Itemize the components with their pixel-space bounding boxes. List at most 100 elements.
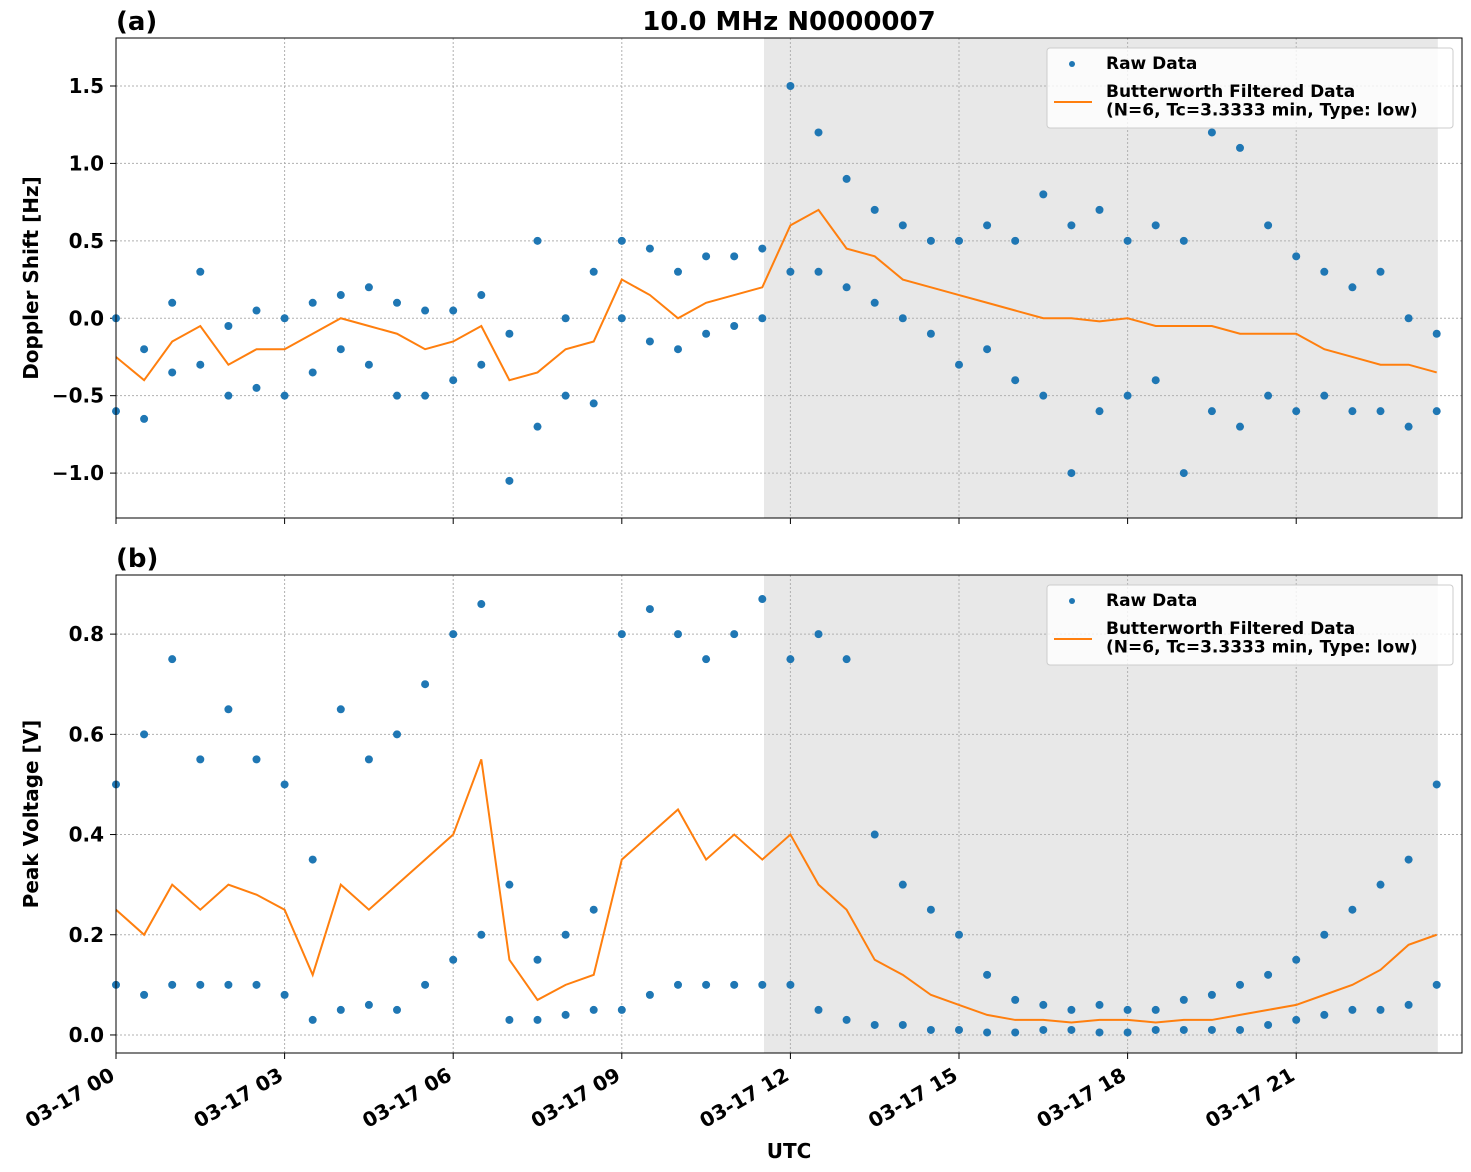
raw-point (1376, 267, 1385, 276)
x-tick-label: 03-17 21 (1201, 1063, 1299, 1133)
raw-point (955, 236, 964, 245)
raw-point (926, 1025, 935, 1034)
raw-point (674, 345, 683, 354)
raw-point (1236, 1025, 1245, 1034)
y-tick-label: 0.4 (69, 823, 104, 847)
raw-point (168, 655, 177, 664)
raw-point (758, 595, 767, 604)
raw-point (505, 880, 514, 889)
raw-point (449, 630, 458, 639)
raw-point (1151, 221, 1160, 230)
raw-point (1376, 407, 1385, 416)
panel-label: (a) (116, 7, 157, 37)
raw-point (393, 1005, 402, 1014)
raw-point (224, 705, 233, 714)
raw-point (702, 252, 711, 261)
raw-point (252, 306, 261, 315)
raw-point (280, 990, 289, 999)
raw-point (364, 283, 373, 292)
legend-label: Butterworth Filtered Data (N=6, Tc=3.3333… (1106, 82, 1418, 121)
raw-point (1151, 376, 1160, 385)
raw-point (1039, 1000, 1048, 1009)
raw-point (1095, 205, 1104, 214)
raw-point (1207, 990, 1216, 999)
y-tick-label: 0.2 (69, 923, 104, 947)
raw-point (1348, 905, 1357, 914)
raw-point (1404, 314, 1413, 323)
x-tick-label: 03-17 06 (358, 1063, 456, 1133)
raw-point (449, 306, 458, 315)
raw-point (1151, 1005, 1160, 1014)
filtered-line (115, 208, 1437, 382)
raw-point (842, 1015, 851, 1024)
raw-point (561, 391, 570, 400)
raw-point (1348, 1005, 1357, 1014)
raw-point (589, 905, 598, 914)
raw-point (870, 1020, 879, 1029)
raw-point (1292, 955, 1301, 964)
raw-point (814, 1005, 823, 1014)
raw-point (1432, 780, 1441, 789)
raw-point (252, 980, 261, 989)
raw-point (1292, 1015, 1301, 1024)
raw-point (1207, 407, 1216, 416)
raw-point (1404, 855, 1413, 864)
raw-point (645, 990, 654, 999)
raw-point (224, 322, 233, 330)
raw-point (477, 360, 486, 369)
raw-point (898, 880, 907, 889)
chart-title: 10.0 MHz N0000007 (642, 7, 935, 37)
raw-point (758, 314, 767, 323)
raw-point (477, 600, 486, 609)
raw-point (505, 1015, 514, 1024)
raw-point (168, 980, 177, 989)
raw-point (280, 391, 289, 400)
raw-point (1067, 221, 1076, 230)
raw-point (814, 630, 823, 639)
raw-point (1348, 283, 1357, 292)
raw-point (842, 283, 851, 292)
y-tick-label: −0.5 (52, 384, 104, 408)
raw-point (617, 236, 626, 245)
raw-point (561, 930, 570, 939)
raw-point (1292, 407, 1301, 416)
raw-point (814, 128, 823, 137)
raw-point (533, 422, 542, 431)
raw-point (196, 360, 205, 369)
y-tick-label: 0.5 (69, 229, 104, 253)
raw-point (786, 980, 795, 989)
raw-point (393, 298, 402, 307)
raw-point (1320, 267, 1329, 276)
raw-point (196, 755, 205, 764)
raw-point (730, 630, 739, 639)
raw-point (336, 345, 345, 354)
raw-point (140, 730, 149, 739)
raw-point (533, 236, 542, 245)
legend-label: Raw Data (1106, 591, 1197, 611)
raw-point (898, 221, 907, 230)
raw-point (533, 955, 542, 964)
panel-label: (b) (116, 544, 158, 574)
raw-point (1432, 407, 1441, 416)
plot-frame (115, 574, 1463, 1054)
raw-point (702, 655, 711, 664)
raw-point (955, 1025, 964, 1034)
raw-point (1404, 422, 1413, 431)
raw-point (252, 755, 261, 764)
raw-point (336, 291, 345, 300)
raw-point (252, 383, 261, 392)
raw-point (1095, 1028, 1104, 1037)
raw-point (393, 391, 402, 400)
raw-point (1039, 391, 1048, 400)
raw-point (477, 930, 486, 939)
raw-point (1179, 236, 1188, 245)
raw-point (786, 267, 795, 276)
raw-point (140, 414, 149, 423)
x-tick-label: 03-17 09 (527, 1063, 625, 1133)
raw-point (1123, 1028, 1132, 1037)
raw-point (505, 329, 514, 338)
y-tick-label: 0.8 (69, 622, 104, 646)
raw-point (1039, 1025, 1048, 1034)
raw-point (168, 368, 177, 377)
raw-point (955, 360, 964, 369)
